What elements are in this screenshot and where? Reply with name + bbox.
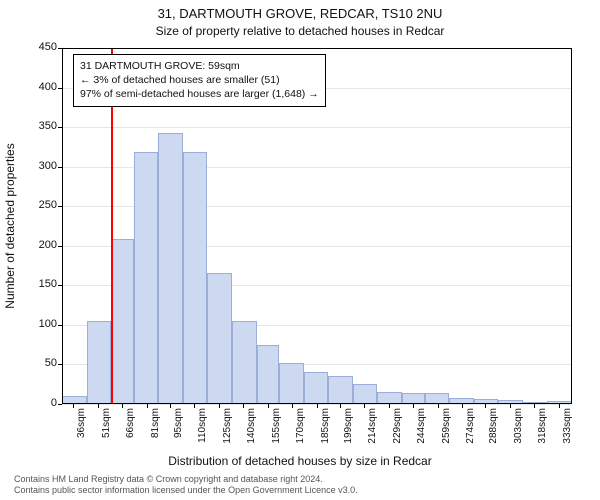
y-tick-label: 450 <box>17 41 57 53</box>
x-tick-label: 140sqm <box>246 408 257 458</box>
x-tick-mark <box>485 404 486 408</box>
x-tick-mark <box>147 404 148 408</box>
x-tick-label: 199sqm <box>343 408 354 458</box>
histogram-bar <box>232 321 257 404</box>
y-tick-label: 350 <box>17 120 57 132</box>
y-tick-label: 50 <box>17 357 57 369</box>
y-tick-mark <box>58 88 62 89</box>
x-tick-label: 229sqm <box>392 408 403 458</box>
info-line-3: 97% of semi-detached houses are larger (… <box>80 87 319 101</box>
histogram-bar <box>207 273 232 404</box>
x-tick-mark <box>438 404 439 408</box>
x-tick-mark <box>510 404 511 408</box>
footer: Contains HM Land Registry data © Crown c… <box>14 474 586 496</box>
x-tick-mark <box>340 404 341 408</box>
y-tick-label: 300 <box>17 160 57 172</box>
x-tick-mark <box>292 404 293 408</box>
gridline <box>62 48 572 49</box>
chart-subtitle: Size of property relative to detached ho… <box>0 24 600 38</box>
x-tick-mark <box>364 404 365 408</box>
x-tick-label: 288sqm <box>488 408 499 458</box>
x-tick-mark <box>194 404 195 408</box>
x-tick-label: 274sqm <box>465 408 476 458</box>
histogram-bar <box>183 152 208 404</box>
x-tick-mark <box>219 404 220 408</box>
histogram-bar <box>377 392 402 404</box>
figure: 31, DARTMOUTH GROVE, REDCAR, TS10 2NU Si… <box>0 0 600 500</box>
x-tick-label: 170sqm <box>295 408 306 458</box>
x-tick-label: 51sqm <box>101 408 112 458</box>
x-tick-label: 155sqm <box>271 408 282 458</box>
histogram-bar <box>402 393 425 404</box>
y-tick-mark <box>58 325 62 326</box>
y-tick-label: 200 <box>17 239 57 251</box>
x-tick-mark <box>559 404 560 408</box>
histogram-bar <box>279 363 304 404</box>
x-tick-label: 259sqm <box>441 408 452 458</box>
info-line-2: ← 3% of detached houses are smaller (51) <box>80 73 319 87</box>
x-tick-label: 125sqm <box>222 408 233 458</box>
histogram-bar <box>425 393 450 404</box>
histogram-bar <box>62 396 87 404</box>
histogram-bar <box>304 372 329 404</box>
x-tick-mark <box>462 404 463 408</box>
chart-title: 31, DARTMOUTH GROVE, REDCAR, TS10 2NU <box>0 6 600 21</box>
x-tick-label: 36sqm <box>76 408 87 458</box>
footer-line-1: Contains HM Land Registry data © Crown c… <box>14 474 586 485</box>
y-tick-mark <box>58 48 62 49</box>
x-tick-mark <box>98 404 99 408</box>
y-tick-mark <box>58 206 62 207</box>
x-tick-label: 95sqm <box>173 408 184 458</box>
info-box: 31 DARTMOUTH GROVE: 59sqm ← 3% of detach… <box>73 54 326 107</box>
x-tick-mark <box>317 404 318 408</box>
x-tick-label: 110sqm <box>197 408 208 458</box>
histogram-bar <box>158 133 183 404</box>
y-tick-mark <box>58 127 62 128</box>
y-tick-mark <box>58 167 62 168</box>
x-tick-label: 244sqm <box>416 408 427 458</box>
y-axis-label: Number of detached properties <box>3 143 17 308</box>
x-tick-mark <box>170 404 171 408</box>
y-tick-label: 0 <box>17 397 57 409</box>
x-tick-mark <box>122 404 123 408</box>
y-tick-mark <box>58 246 62 247</box>
y-tick-label: 250 <box>17 199 57 211</box>
x-tick-mark <box>243 404 244 408</box>
x-tick-label: 214sqm <box>367 408 378 458</box>
x-tick-mark <box>413 404 414 408</box>
histogram-bar <box>111 239 134 404</box>
x-tick-mark <box>73 404 74 408</box>
gridline <box>62 127 572 128</box>
histogram-bar <box>87 321 112 404</box>
y-tick-label: 400 <box>17 81 57 93</box>
footer-line-2: Contains public sector information licen… <box>14 485 586 496</box>
histogram-bar <box>134 152 159 404</box>
info-line-1: 31 DARTMOUTH GROVE: 59sqm <box>80 59 319 73</box>
y-tick-mark <box>58 285 62 286</box>
x-tick-label: 318sqm <box>537 408 548 458</box>
y-tick-mark <box>58 404 62 405</box>
y-tick-label: 100 <box>17 318 57 330</box>
histogram-bar <box>257 345 280 404</box>
histogram-bar <box>328 376 353 404</box>
x-tick-mark <box>268 404 269 408</box>
x-tick-label: 303sqm <box>513 408 524 458</box>
x-tick-mark <box>534 404 535 408</box>
y-tick-label: 150 <box>17 278 57 290</box>
y-tick-mark <box>58 364 62 365</box>
x-tick-mark <box>389 404 390 408</box>
x-tick-label: 81sqm <box>150 408 161 458</box>
histogram-bar <box>353 384 378 404</box>
x-tick-label: 185sqm <box>320 408 331 458</box>
x-tick-label: 333sqm <box>562 408 573 458</box>
x-tick-label: 66sqm <box>125 408 136 458</box>
